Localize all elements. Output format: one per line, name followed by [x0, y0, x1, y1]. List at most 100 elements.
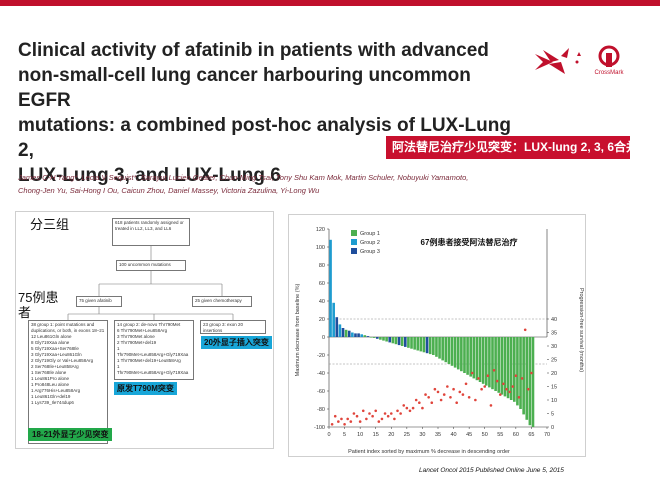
pfs-point [452, 387, 455, 391]
pfs-point [446, 385, 449, 388]
y-axis-label: Maximum decrease from baseline (%) [295, 284, 301, 377]
bar [494, 337, 497, 391]
flowchart-panel: 分三组 75例患者 618 patients randomly assigned… [15, 211, 274, 449]
pfs-point [458, 390, 462, 394]
x-tick-label: 55 [497, 432, 503, 438]
legend-label: Group 3 [360, 249, 380, 255]
pfs-point [495, 379, 499, 383]
pfs-point [421, 406, 424, 410]
bar [332, 302, 335, 337]
pfs-point [361, 409, 365, 413]
authors-line-2: Chong-Jen Yu, Sai-Hong I Ou, Caicun Zhou… [18, 186, 320, 195]
y-tick-label: -40 [317, 371, 325, 377]
pfs-point [414, 398, 418, 402]
bar [435, 337, 438, 357]
pfs-point [517, 396, 521, 399]
y-right-tick-label: 30 [551, 344, 557, 350]
legend-swatch [351, 248, 357, 254]
author-list: James C-H Yang*, Lecia V Sequist*, Saray… [18, 171, 636, 197]
x-tick-label: 50 [482, 432, 488, 438]
bar [413, 337, 416, 350]
flow-uncommon-box: 100 uncommon mutations [116, 260, 186, 271]
bar [329, 239, 332, 337]
flow-group1-box: 38 group 1: point mutations and duplicat… [28, 320, 108, 444]
y-right-tick-label: 0 [551, 425, 554, 431]
bar [382, 337, 385, 341]
pfs-point [520, 377, 524, 380]
y-right-tick-label: 5 [551, 412, 554, 418]
pfs-point [505, 387, 508, 391]
pfs-point [477, 377, 480, 380]
x-tick-label: 0 [327, 432, 330, 438]
x-tick-label: 35 [435, 432, 441, 438]
bar [410, 337, 413, 349]
x-tick-label: 30 [419, 432, 425, 438]
three-groups-label: 分三组 [30, 217, 70, 232]
bar [463, 337, 466, 373]
y-tick-label: -80 [317, 407, 325, 413]
pfs-point [474, 398, 477, 402]
pfs-point [352, 412, 356, 415]
bar [354, 333, 357, 337]
pfs-point [408, 409, 412, 413]
bar [425, 337, 429, 354]
pfs-point [514, 374, 518, 377]
bar [375, 337, 379, 339]
title-line-3: mutations: a combined post-hoc analysis … [18, 115, 511, 161]
bar [347, 330, 351, 337]
legend-label: Group 1 [360, 231, 380, 237]
t790m-annotation: 原发T790M突变 [114, 382, 177, 395]
paper-title: Clinical activity of afatinib in patient… [18, 38, 523, 188]
y-tick-label: -100 [314, 425, 325, 431]
bar [419, 337, 423, 352]
x-tick-label: 40 [451, 432, 457, 438]
pfs-point [411, 406, 415, 410]
pfs-point [461, 393, 465, 396]
bar [475, 337, 479, 381]
bar [531, 337, 535, 427]
flow-group3-box: 23 group 3: exon 20 insertions [200, 320, 266, 334]
pfs-point [449, 396, 452, 399]
bar [447, 337, 451, 364]
pfs-point [380, 417, 384, 421]
bar [509, 337, 513, 400]
pfs-point [489, 404, 493, 407]
bar [528, 337, 532, 426]
bar [407, 337, 410, 348]
legend-label: Group 2 [360, 240, 380, 246]
x-tick-label: 65 [528, 432, 534, 438]
pfs-point [383, 412, 387, 415]
y-tick-label: 20 [319, 317, 325, 323]
pfs-point [498, 393, 502, 396]
bar [500, 337, 504, 395]
pfs-point [511, 385, 515, 388]
pfs-point [439, 398, 443, 402]
bar [372, 337, 376, 338]
pfs-point [502, 382, 505, 386]
pfs-point [470, 371, 474, 375]
x-tick-label: 20 [388, 432, 394, 438]
bar [391, 337, 395, 344]
flow-afatinib-box: 75 given afatinib [76, 296, 122, 307]
bar [335, 317, 339, 337]
x-tick-label: 10 [357, 432, 363, 438]
crossmark-icon [598, 45, 620, 67]
pfs-point [358, 420, 362, 423]
exon18-21-annotation: 18-21外显子少见突变 [28, 428, 113, 441]
flow-connectors [67, 246, 234, 320]
bar [357, 333, 360, 337]
pfs-point [455, 401, 458, 404]
bar [453, 337, 457, 368]
y-tick-label: 120 [316, 227, 325, 233]
pfs-point [377, 420, 381, 423]
bar [379, 337, 382, 340]
authors-line-1: James C-H Yang*, Lecia V Sequist*, Saray… [18, 173, 469, 182]
patients-annotation: 67例患者接受阿法替尼治疗 [421, 237, 518, 247]
y-tick-label: -60 [317, 389, 325, 395]
waterfall-chart: Maximum decrease from baseline (%) Progr… [295, 227, 584, 455]
y-axis-right-label: Progression-free survival (months) [578, 288, 584, 372]
pfs-point [389, 412, 393, 415]
y-tick-label: 80 [319, 263, 325, 269]
bar [456, 337, 460, 370]
bar [416, 337, 420, 351]
